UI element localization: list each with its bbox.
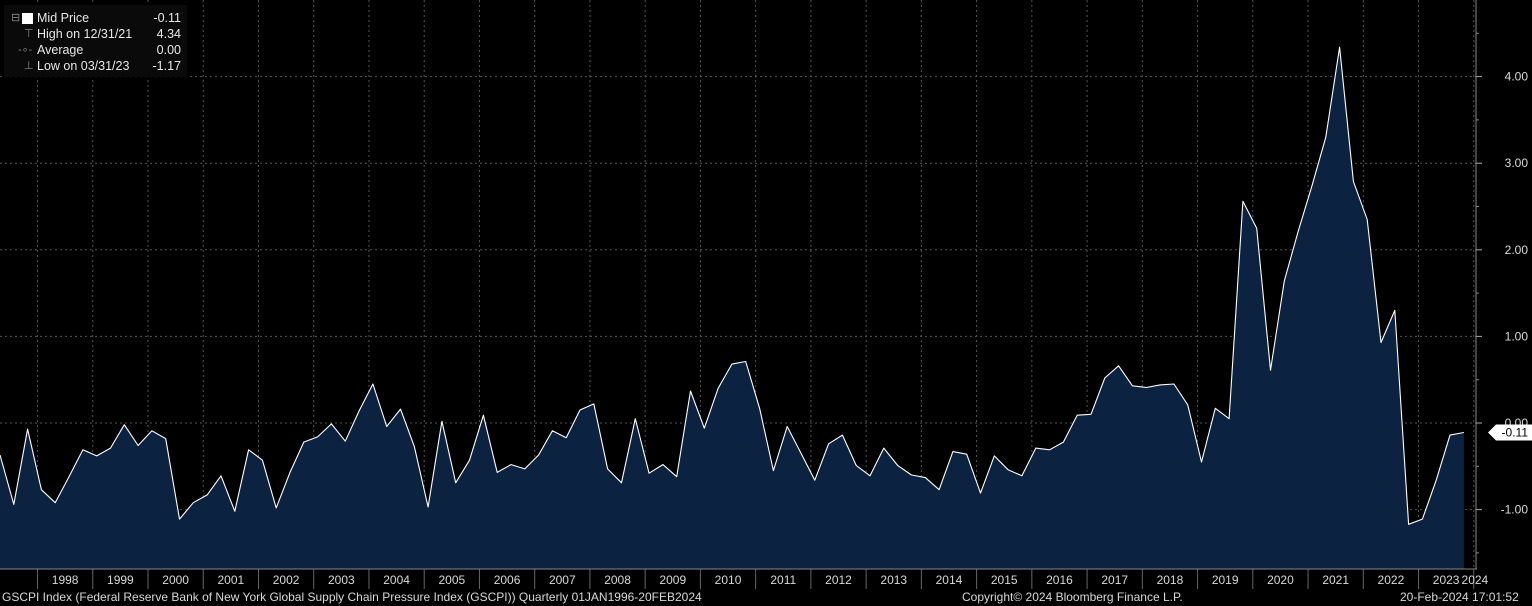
x-tick-label: 2008	[604, 573, 631, 587]
chart-legend: ⊟ Mid Price -0.11 ⊤ High on 12/31/21 4.3…	[4, 5, 187, 77]
average-marker-icon: -∘-	[18, 44, 33, 56]
series-line	[0, 46, 1465, 525]
footer-timestamp: 20-Feb-2024 17:01:52	[1400, 590, 1519, 604]
x-tick-label: 2001	[218, 573, 245, 587]
x-tick-label: 2021	[1322, 573, 1349, 587]
x-tick-label: 2002	[273, 573, 300, 587]
area-layer	[0, 46, 1465, 569]
legend-row-series[interactable]: ⊟ Mid Price -0.11	[4, 11, 187, 27]
legend-label: Average	[37, 43, 84, 57]
y-tick-label: -1.00	[1501, 503, 1529, 517]
x-tick-label: 2007	[549, 573, 576, 587]
y-tick-label: 2.00	[1505, 243, 1529, 257]
x-tick-label: 2003	[328, 573, 355, 587]
x-tick-label: 2017	[1101, 573, 1128, 587]
last-value-badge	[1488, 424, 1532, 441]
x-tick-label: 2013	[880, 573, 907, 587]
x-tick-label: 2020	[1267, 573, 1294, 587]
y-tick-label: 3.00	[1505, 156, 1529, 170]
legend-row-low: ⊥ Low on 03/31/23 -1.17	[4, 59, 187, 75]
high-marker-icon: ⊤	[24, 28, 34, 40]
legend-row-average: -∘- Average 0.00	[4, 43, 187, 59]
legend-label: High on 12/31/21	[37, 27, 133, 41]
x-tick-label: 2022	[1378, 573, 1405, 587]
low-marker-icon: ⊥	[24, 60, 34, 72]
x-tick-label: 2024	[1462, 573, 1489, 587]
collapse-icon[interactable]: ⊟	[11, 12, 21, 24]
x-tick-label: 2010	[715, 573, 742, 587]
x-tick-label: 2009	[659, 573, 686, 587]
x-tick-label: 2015	[991, 573, 1018, 587]
x-tick-label: 2000	[162, 573, 189, 587]
x-tick-label: 1999	[107, 573, 134, 587]
x-tick-label: 2023	[1433, 573, 1460, 587]
y-tick-label: 1.00	[1505, 329, 1529, 343]
x-tick-label: 2019	[1212, 573, 1239, 587]
legend-row-high: ⊤ High on 12/31/21 4.34	[4, 27, 187, 43]
x-tick-label: 2006	[494, 573, 521, 587]
x-tick-label: 1998	[52, 573, 79, 587]
x-tick-label: 2005	[438, 573, 465, 587]
x-tick-label: 2012	[825, 573, 852, 587]
x-tick-label: 2004	[383, 573, 410, 587]
legend-label: Low on 03/31/23	[37, 59, 130, 73]
x-tick-label: 2011	[770, 573, 796, 587]
legend-value: -1.17	[152, 59, 182, 73]
axis-layer	[0, 0, 1482, 589]
series-square-icon	[22, 13, 33, 24]
footer-ticker-description: GSCPI Index (Federal Reserve Bank of New…	[2, 590, 702, 604]
x-tick-label: 2014	[936, 573, 963, 587]
footer-copyright: Copyright© 2024 Bloomberg Finance L.P.	[962, 590, 1183, 604]
legend-value: 4.34	[156, 27, 181, 41]
legend-label: Mid Price	[37, 11, 90, 25]
last-value-label: -0.11	[1502, 426, 1529, 440]
x-tick-label: 2018	[1157, 573, 1184, 587]
y-tick-label: 4.00	[1505, 70, 1529, 84]
legend-value: 0.00	[156, 43, 181, 57]
x-tick-label: 2016	[1046, 573, 1073, 587]
legend-value: -0.11	[153, 11, 181, 25]
series-area	[0, 47, 1464, 569]
